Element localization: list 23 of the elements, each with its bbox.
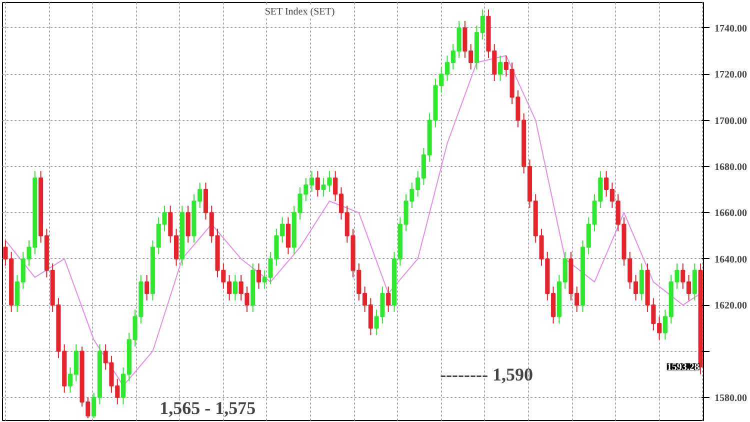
annotation: 1,565 - 1,575 [160,398,256,418]
candlestick [692,262,697,301]
y-tick-label: 1700.00 [714,116,747,127]
y-tick-label: 1620.00 [714,300,747,312]
y-tick-label: 1740.00 [714,23,747,34]
annotation: 1593.28 [666,362,700,374]
candlestick [144,274,150,301]
candlestick [286,216,290,255]
y-tick-label: 1640.00 [714,254,747,266]
candlestick [386,286,391,312]
line-series [4,55,702,386]
y-tick-label: 1580.00 [714,392,747,404]
y-tick-label: 1720.00 [714,70,747,81]
candlestick [315,170,320,197]
annotation: -------- 1,590 [440,364,534,385]
candlestick [639,262,644,301]
candlestick [498,55,503,82]
candlestick [256,262,262,290]
candlestick [232,274,238,301]
candlestick [186,205,190,244]
y-tick-label: 1660.00 [714,208,747,220]
y-tick-label: 1680.00 [714,162,747,173]
chart-title: SET Index (SET) [264,6,335,18]
